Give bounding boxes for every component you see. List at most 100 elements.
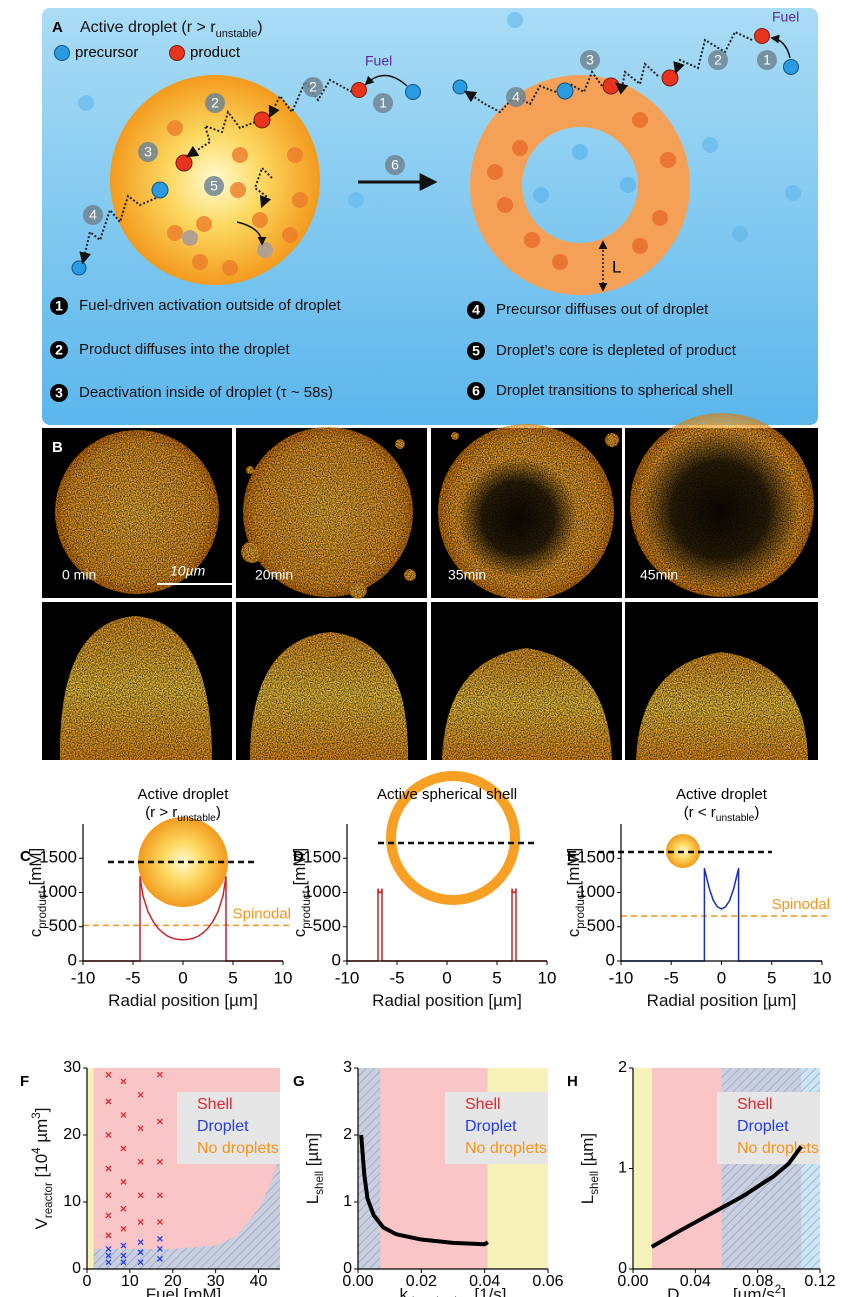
label-part: Radial position [µm]: [108, 991, 258, 1010]
legend-label: Shell: [197, 1096, 233, 1113]
label-part: reactor: [43, 1182, 55, 1218]
step-text: Droplet’s core is depleted of product: [496, 342, 737, 359]
step-marker-label: 6: [391, 157, 399, 173]
label-part: µm: [32, 1119, 51, 1148]
label-part: [µm/s: [728, 1285, 775, 1297]
label-part: ]: [781, 1285, 786, 1297]
x-tick-label: 0.12: [804, 1273, 835, 1290]
legend-label: precursor: [75, 44, 138, 61]
step-marker-label: 3: [144, 144, 152, 160]
x-tick-label: 10: [813, 968, 832, 987]
x-tick-label: 0.06: [532, 1273, 563, 1290]
x-tick-label: 0: [717, 968, 726, 987]
step-marker-label: 5: [210, 178, 218, 194]
label-part: Radial position [µm]: [372, 991, 522, 1010]
y-tick-label: 500: [313, 916, 341, 935]
x-tick-label: -5: [389, 968, 404, 987]
step-marker-label: 2: [714, 52, 722, 68]
time-label: 20min: [255, 567, 293, 583]
chart-title: Active droplet: [676, 786, 768, 803]
heading-part: ): [257, 19, 262, 36]
precursor: [406, 85, 421, 100]
legend-label: Shell: [465, 1096, 501, 1113]
y-tick-label: 1: [343, 1193, 352, 1210]
step-marker-label: 4: [89, 207, 97, 223]
x-tick-label: -10: [609, 968, 634, 987]
step-number: 1: [55, 298, 63, 314]
x-tick-label: -10: [335, 968, 360, 987]
panel-letter: H: [567, 1073, 578, 1090]
x-tick-label: 10: [274, 968, 293, 987]
x-axis-label: Fuel [mM]: [146, 1285, 222, 1297]
label-part: Fuel [mM]: [146, 1285, 222, 1297]
panel-letter: G: [293, 1073, 305, 1090]
label-part: unstable: [177, 813, 216, 824]
x-tick-label: 5: [228, 968, 237, 987]
y-tick-label: 0: [606, 950, 615, 969]
label-part: ): [754, 804, 759, 821]
y-axis-label: Lshell [µm]: [303, 1133, 326, 1204]
time-label: 35min: [448, 567, 486, 583]
label-part: (r > r: [145, 804, 177, 821]
step-marker-label: 1: [379, 95, 387, 111]
x-tick-label: -5: [125, 968, 140, 987]
label-part: unstable: [716, 813, 755, 824]
panel-letter: F: [20, 1073, 29, 1090]
y-tick-label: 30: [63, 1059, 81, 1076]
y-tick-label: 2: [343, 1126, 352, 1143]
label-part: ): [216, 804, 221, 821]
y-tick-label: 500: [587, 916, 615, 935]
legend-label: No droplets: [465, 1140, 547, 1157]
data-line: [621, 869, 822, 961]
x-tick-label: 0.04: [680, 1273, 711, 1290]
chart-subtitle: (r < runstable): [684, 804, 760, 824]
chart-title: Active spherical shell: [377, 786, 517, 803]
product: [662, 70, 678, 86]
x-tick-label: 10: [121, 1273, 139, 1290]
precursor-icon: [55, 46, 70, 61]
figure: A Active droplet (r > runstable) precurs…: [0, 0, 848, 1297]
label-part: (r < r: [684, 804, 716, 821]
reference-label: Spinodal: [772, 896, 830, 913]
legend-label: Droplet: [465, 1118, 517, 1135]
x-tick-label: 10: [538, 968, 557, 987]
step-marker-label: 4: [512, 89, 520, 105]
y-axis-label: Lshell [µm]: [578, 1133, 601, 1204]
x-tick-label: -10: [71, 968, 96, 987]
panel-letter: D: [293, 848, 304, 865]
legend-label: No droplets: [197, 1140, 279, 1157]
label-part: product: [575, 889, 587, 928]
step-number: 5: [472, 343, 480, 359]
product: [254, 112, 270, 128]
time-label: 0 min: [62, 567, 96, 583]
x-tick-label: 0: [83, 1273, 92, 1290]
fuel-label: Fuel: [772, 9, 799, 25]
panel-letter: B: [52, 439, 63, 456]
step-text: Fuel-driven activation outside of drople…: [79, 297, 342, 314]
step-text: Deactivation inside of droplet (τ ~ 58s): [79, 384, 333, 401]
legend-label: No droplets: [737, 1140, 819, 1157]
label-part: [µm]: [578, 1133, 597, 1171]
step-number: 3: [55, 385, 63, 401]
step-text: Precursor diffuses out of droplet: [496, 301, 709, 318]
y-tick-label: 10: [63, 1193, 81, 1210]
depleted-core: [458, 458, 578, 578]
legend-label: Shell: [737, 1096, 773, 1113]
label-part: shell: [314, 1171, 326, 1195]
x-tick-label: 5: [767, 968, 776, 987]
y-tick-label: 1: [618, 1160, 627, 1177]
label-part: ]: [32, 1108, 51, 1113]
x-tick-label: 0.00: [617, 1273, 648, 1290]
fuel-label: Fuel: [365, 53, 392, 69]
label-part: [10: [32, 1154, 51, 1182]
x-axis-label: Radial position [µm]: [372, 991, 522, 1010]
region-hatch: [358, 1068, 380, 1269]
x-axis-label: Radial position [µm]: [108, 991, 258, 1010]
precursor: [784, 60, 799, 75]
product: [352, 83, 367, 98]
product-icon: [170, 46, 185, 61]
label-part: D: [667, 1285, 679, 1297]
x-tick-label: 0: [178, 968, 187, 987]
product: [603, 78, 619, 94]
precursor: [72, 261, 86, 275]
